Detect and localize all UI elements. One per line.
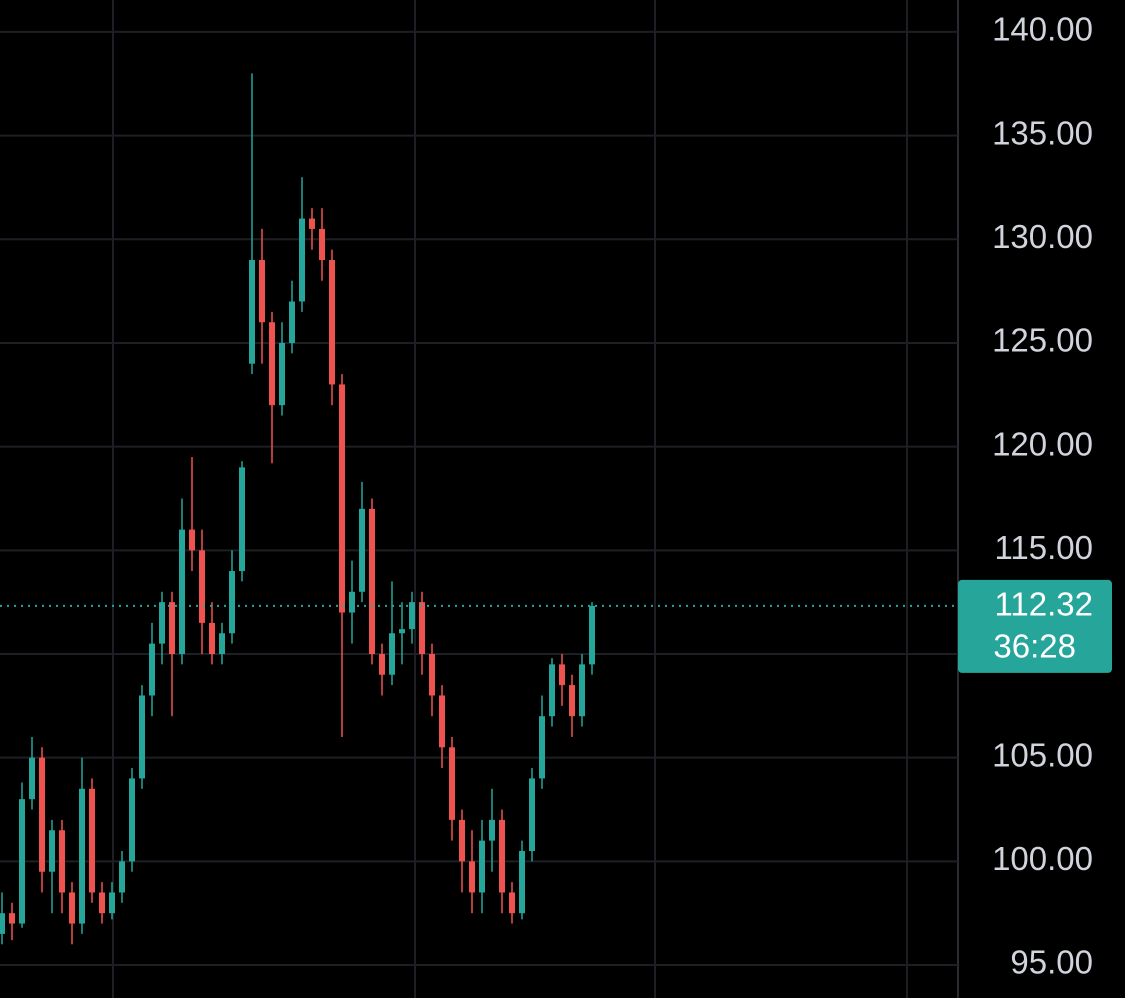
y-tick-label: 105.00 <box>992 736 1093 773</box>
candle-body <box>59 830 65 893</box>
candle-body <box>209 622 215 654</box>
last-price-label: 112.32 <box>995 586 1093 623</box>
candle-body <box>39 757 45 872</box>
candle-body <box>229 571 235 634</box>
candle-body <box>329 260 335 385</box>
candle-body <box>49 830 55 872</box>
candle-body <box>159 602 165 644</box>
candle-body <box>289 301 295 343</box>
last-price-tag <box>958 579 1112 673</box>
candle-body <box>389 633 395 675</box>
y-tick-label: 95.00 <box>1010 944 1093 981</box>
candle-body <box>69 892 75 924</box>
candle-body <box>409 602 415 630</box>
candle-body <box>99 892 105 914</box>
candle-body <box>479 840 485 893</box>
y-tick-label: 120.00 <box>992 425 1093 462</box>
y-tick-label: 100.00 <box>992 840 1093 877</box>
candle-body <box>119 861 125 893</box>
y-tick-label: 125.00 <box>992 322 1093 359</box>
countdown-label: 36:28 <box>993 628 1076 665</box>
candle-body <box>299 218 305 302</box>
candle-body <box>419 602 425 654</box>
candle-body <box>489 819 495 841</box>
candle-body <box>249 260 255 364</box>
y-tick-label: 130.00 <box>992 218 1093 255</box>
candle-body <box>219 633 225 654</box>
candle-body <box>79 788 85 924</box>
candle-body <box>199 550 205 623</box>
candle-body <box>539 716 545 779</box>
candle-body <box>29 757 35 800</box>
candle-body <box>579 664 585 717</box>
candle-body <box>509 892 515 914</box>
candle-body <box>259 260 265 323</box>
candle-body <box>149 643 155 696</box>
candle-body <box>179 529 185 654</box>
candle-body <box>109 892 115 914</box>
candle-body <box>439 695 445 748</box>
candle-body <box>19 799 25 924</box>
candle-body <box>319 228 325 261</box>
candle-body <box>339 384 345 613</box>
candle-body <box>139 695 145 779</box>
candle-body <box>549 664 555 717</box>
candle-body <box>369 508 375 654</box>
candle-body <box>309 218 315 229</box>
candle-body <box>269 322 275 406</box>
candle-body <box>429 653 435 696</box>
candle-body <box>279 342 285 406</box>
y-tick-label: 140.00 <box>992 11 1093 48</box>
candle-body <box>469 861 475 893</box>
candle-body <box>379 653 385 675</box>
candle-body <box>399 629 405 634</box>
vertical-grid <box>112 0 908 998</box>
candle-body <box>89 788 95 893</box>
candle-body <box>349 591 355 613</box>
candle-body <box>0 913 5 934</box>
candle-body <box>169 602 175 654</box>
y-tick-label: 115.00 <box>995 529 1093 566</box>
y-tick-label: 135.00 <box>992 114 1093 151</box>
candle-body <box>129 778 135 862</box>
candle-body <box>519 850 525 914</box>
candle-body <box>559 664 565 686</box>
candle-body <box>569 685 575 717</box>
candle-body <box>529 778 535 851</box>
candle-body <box>449 747 455 820</box>
candle-body <box>459 819 465 862</box>
candle-body <box>189 529 195 551</box>
candle-body <box>239 467 245 572</box>
candle-body <box>9 913 15 924</box>
candle-body <box>359 508 365 592</box>
candle-body <box>499 819 505 893</box>
candle-body <box>589 605 595 665</box>
